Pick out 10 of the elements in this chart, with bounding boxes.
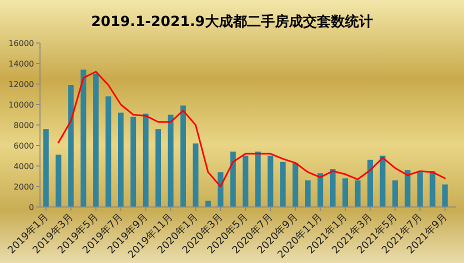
- y-tick-label: 10000: [8, 100, 34, 110]
- y-tick-label: 2000: [14, 182, 34, 192]
- y-tick-label: 0: [28, 202, 34, 212]
- y-tick-label: 16000: [8, 38, 34, 48]
- y-tick-label: 12000: [8, 80, 34, 89]
- y-tick-label: 14000: [8, 59, 34, 68]
- y-tick-label: 4000: [14, 162, 34, 171]
- y-tick-label: 8000: [14, 120, 34, 130]
- chart-title: 2019.1-2021.9大成都二手房成交套数统计: [91, 13, 373, 30]
- y-tick-label: 6000: [14, 141, 34, 150]
